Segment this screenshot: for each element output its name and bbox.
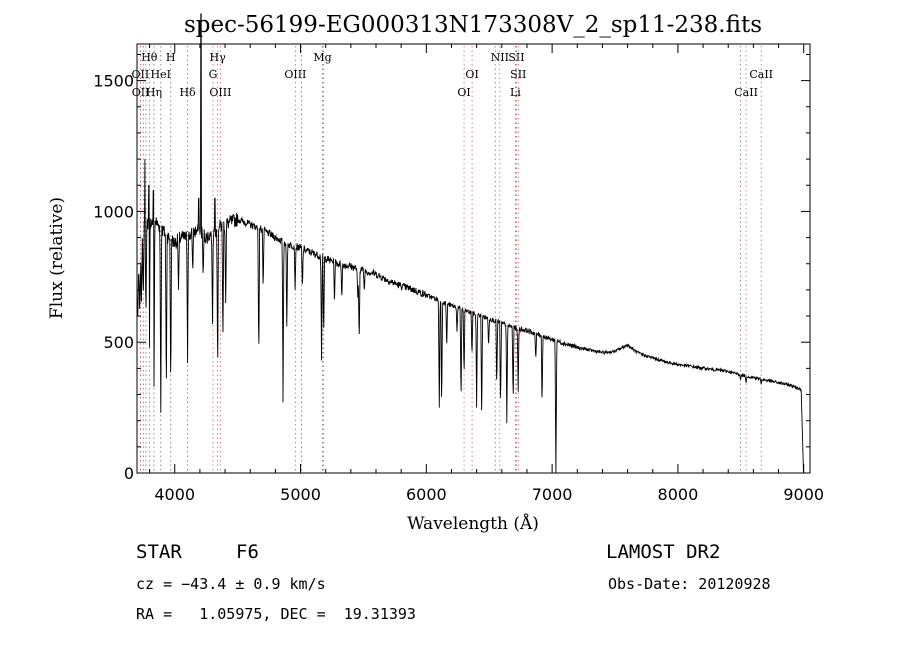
spectral-class: F6 [236,541,259,563]
marker-label: CaII [734,86,758,99]
y-tick-label: 1000 [93,202,134,221]
plot-frame [136,43,811,474]
marker-label: OII [132,86,150,99]
marker-label: OI [457,86,470,99]
marker-label: SII [510,68,526,81]
marker-label: H [166,51,176,64]
marker-label: NII [491,51,509,64]
redshift-velocity: cz = −43.4 ± 0.9 km/s [136,575,326,593]
y-tick-label: 1500 [93,72,134,91]
marker-label: CaII [749,68,773,81]
survey-name: LAMOST DR2 [606,541,721,563]
spectrum-trace [136,13,804,474]
y-tick-label: 500 [103,333,134,352]
marker-label: Li [510,86,521,99]
x-tick-label: 7000 [532,485,573,504]
x-tick-label: 8000 [658,485,699,504]
chart-title: spec-56199-EG000313N173308V_2_sp11-238.f… [184,12,762,38]
marker-label: Mg [313,51,331,64]
marker-label: Hθ [141,51,158,64]
object-type: STAR [136,541,182,563]
spectrum-line [136,13,804,474]
marker-label: OI [465,68,478,81]
marker-label: Hη [146,86,162,99]
x-axis-label: Wavelength (Å) [407,513,539,534]
x-tick-label: 6000 [406,485,447,504]
x-tick-label: 5000 [280,485,321,504]
marker-label: Hγ [210,51,227,64]
y-tick-label: 0 [124,464,134,483]
marker-label: HeI [151,68,171,81]
x-tick-label: 4000 [154,485,195,504]
marker-label: G [209,68,218,81]
observation-date: Obs-Date: 20120928 [608,575,771,593]
y-axis-label: Flux (relative) [47,197,67,319]
marker-label: OIII [209,86,231,99]
x-tick-label: 9000 [783,485,824,504]
marker-label: OIII [284,68,306,81]
marker-label: Hδ [179,86,196,99]
coordinates: RA = 1.05975, DEC = 19.31393 [136,605,416,623]
marker-label: SII [508,51,524,64]
axis-ticks: 4000 5000 6000 7000 8000 9000 0 500 1000 1500 [93,44,824,504]
